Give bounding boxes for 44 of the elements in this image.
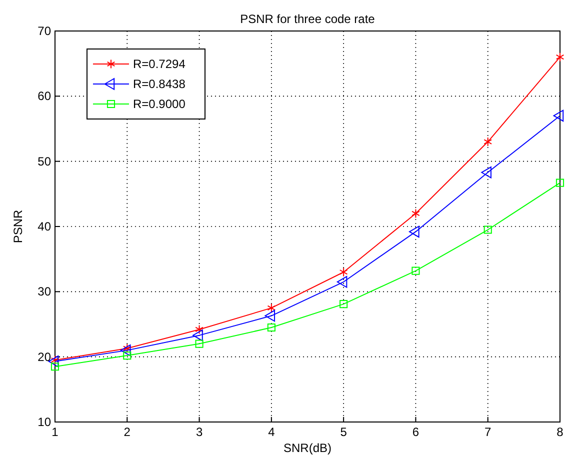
y-axis-title: PSNR [11, 210, 25, 244]
x-axis-title: SNR(dB) [283, 441, 332, 455]
y-tick-label: 40 [38, 220, 52, 234]
y-tick-label: 20 [38, 350, 52, 364]
x-tick-label: 6 [412, 425, 420, 439]
point [122, 344, 132, 354]
point [409, 226, 420, 238]
point [340, 300, 348, 308]
y-tick-label: 30 [38, 284, 52, 299]
point [50, 355, 60, 365]
legend-label: R=0.7294 [133, 57, 186, 71]
x-tick-label: 2 [124, 425, 131, 439]
x-tick-label: 1 [52, 425, 59, 439]
point [50, 362, 60, 371]
point [195, 324, 204, 334]
point [339, 267, 348, 277]
point [484, 226, 492, 234]
point [556, 52, 564, 62]
y-tick-label: 70 [38, 24, 52, 38]
point [412, 208, 420, 218]
legend-label: R=0.9000 [133, 97, 186, 111]
point [267, 303, 276, 313]
point [484, 137, 492, 147]
point [123, 351, 132, 360]
y-tick-label: 10 [38, 415, 52, 429]
x-tick-label: 5 [340, 425, 348, 439]
x-tick-label: 3 [196, 425, 203, 439]
point [556, 178, 564, 187]
x-tick-label: 8 [556, 425, 564, 439]
y-tick-label: 60 [38, 89, 52, 104]
point [481, 166, 492, 178]
point [267, 323, 276, 332]
point [264, 310, 276, 322]
point [336, 276, 348, 288]
x-tick-label: 7 [484, 425, 492, 439]
point [192, 329, 203, 342]
x-tick-label: 4 [268, 425, 276, 439]
chart-title: PSNR for three code rate [240, 12, 376, 26]
point [412, 266, 420, 275]
point [553, 110, 564, 122]
legend-label: R=0.8438 [133, 77, 186, 91]
point [120, 344, 131, 356]
y-tick-label: 50 [38, 154, 52, 168]
point [195, 340, 204, 348]
